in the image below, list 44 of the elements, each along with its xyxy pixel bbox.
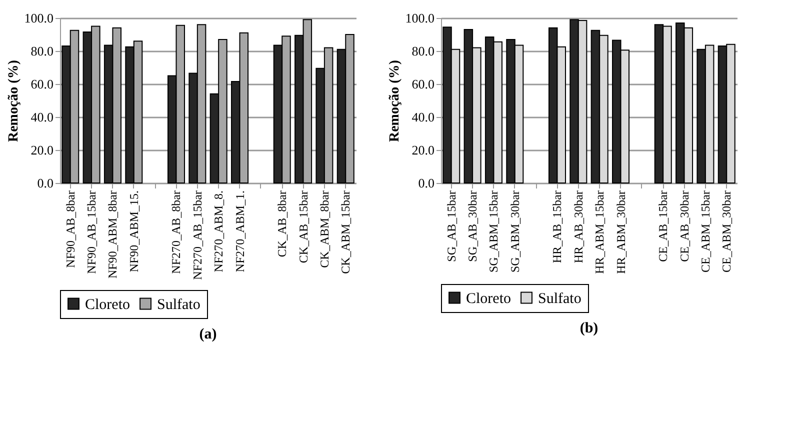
x-tick-label: NF270_ABM_1. [232, 190, 247, 272]
x-tick-label: SG_AB_15bar [444, 190, 458, 262]
x-tick-label: NF270_AB_15bar [190, 190, 204, 280]
x-tick-label: NF90_AB_15bar [84, 190, 99, 274]
x-tick-label: CE_ABM_15bar [698, 190, 712, 272]
y-tick-label: 20.0 [30, 142, 54, 158]
x-tick-label: HR_AB_15bar [550, 190, 564, 264]
x-tick-label: SG_ABM_30bar [508, 190, 522, 273]
x-tick-label: CE_AB_30bar [677, 190, 692, 262]
y-tick-label: 40.0 [30, 110, 54, 124]
y-tick-label: 100.0 [405, 10, 434, 26]
x-tick-label: CE_AB_15bar [656, 190, 670, 262]
x-tick-label: SG_AB_30bar [466, 190, 480, 262]
x-tick-label: CK_ABM_8bar [317, 190, 332, 268]
y-tick-label: 80.0 [412, 44, 434, 58]
y-tick-label: 80.0 [30, 44, 54, 58]
x-tick-label: HR_AB_30bar [571, 190, 586, 264]
y-tick-label: 0.0 [418, 176, 434, 190]
y-tick-label: 40.0 [412, 110, 434, 124]
legend-label: Sulfato [157, 296, 200, 313]
x-tick-label: CK_ABM_15bar [338, 190, 353, 274]
x-tick-label: NF90_AB_8bar [63, 190, 78, 268]
y-tick-label: 100.0 [24, 10, 54, 26]
y-tick-label: 20.0 [412, 142, 434, 158]
x-tick-label: NF270_ABM_8. [212, 190, 226, 272]
x-tick-label: NF90_ABM_8bar [106, 190, 120, 279]
x-tick-label: NF270_AB_8bar [169, 190, 184, 274]
x-tick-label: SG_ABM_15bar [486, 190, 501, 273]
x-tick-label: HR_ABM_30bar [614, 190, 628, 274]
y-axis-title: Remoção (%) [387, 60, 402, 142]
text: (b) [580, 320, 598, 336]
x-tick-label: CK_AB_15bar [296, 190, 310, 264]
y-tick-label: 60.0 [30, 76, 54, 92]
x-tick-label: HR_ABM_15bar [592, 190, 607, 274]
y-axis-title: Remoção (%) [6, 60, 22, 142]
legend-label: Cloreto [466, 290, 511, 307]
x-tick-label: CK_AB_8bar [275, 190, 290, 258]
text: (a) [199, 326, 217, 342]
legend-label: Cloreto [85, 296, 130, 313]
x-tick-label: CE_ABM_30bar [720, 190, 734, 272]
x-tick-label: NF90_ABM_15. [126, 190, 141, 272]
y-tick-label: 0.0 [37, 176, 54, 190]
y-tick-label: 60.0 [412, 76, 434, 92]
legend-label: Sulfato [538, 290, 582, 307]
